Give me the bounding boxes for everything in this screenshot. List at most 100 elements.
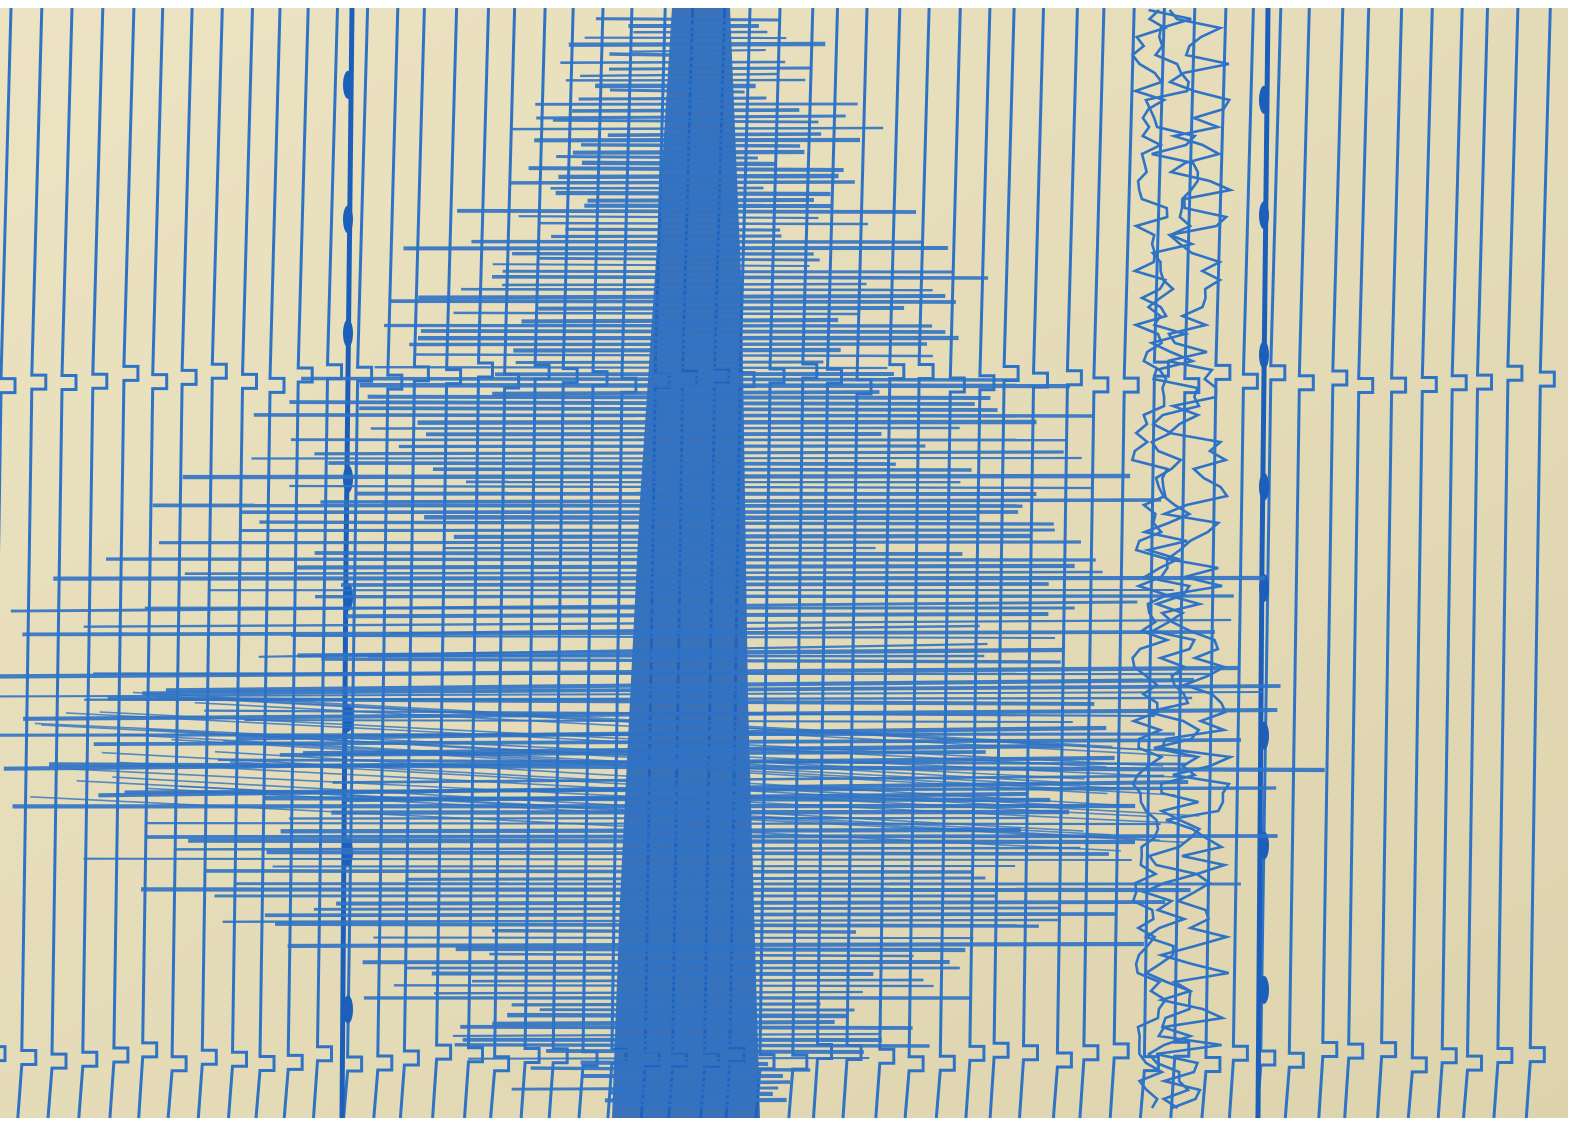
signal-stroke	[206, 869, 974, 874]
signal-stroke	[405, 876, 986, 881]
trace-line	[166, 7, 198, 1119]
signal-stroke	[23, 707, 1278, 721]
signal-stroke	[568, 41, 826, 47]
marker-dot	[1259, 573, 1269, 602]
signal-stroke	[420, 329, 946, 334]
trace-line	[1376, 7, 1408, 1119]
signal-stroke	[359, 382, 1071, 389]
signal-stroke	[607, 132, 822, 137]
signal-stroke	[511, 1086, 779, 1091]
trace-line	[964, 7, 996, 1119]
signal-stroke	[609, 88, 745, 94]
trace-line	[196, 7, 228, 1119]
signal-stroke	[173, 846, 1081, 851]
trace-line	[1051, 7, 1083, 1119]
signal-sweep	[114, 733, 1117, 789]
signal-stroke	[609, 52, 729, 58]
signal-stroke	[537, 221, 869, 226]
signal-stroke	[152, 503, 1023, 508]
signal-stroke	[455, 946, 966, 953]
signal-stroke	[297, 647, 1063, 658]
signal-sweep	[101, 751, 1086, 808]
signal-stroke	[370, 426, 960, 430]
trace-line	[1406, 7, 1438, 1119]
signal-stroke	[417, 419, 1037, 425]
signal-stroke	[415, 353, 933, 358]
trace-line	[108, 7, 140, 1119]
signal-sweep	[223, 740, 1176, 796]
trace-line	[46, 7, 78, 1119]
signal-stroke	[165, 677, 1195, 693]
signal-stroke	[279, 750, 986, 757]
signal-stroke	[515, 360, 824, 365]
trace-line	[1524, 7, 1556, 1119]
trace-line	[1492, 7, 1524, 1119]
signal-stroke	[146, 821, 1161, 826]
signal-stroke	[251, 456, 1082, 460]
marker-dot	[343, 319, 353, 348]
signal-stroke	[572, 149, 805, 155]
signal-sweep	[179, 785, 1161, 841]
signal-stroke	[184, 570, 1103, 575]
signal-stroke	[631, 48, 766, 53]
signal-stroke	[453, 533, 1033, 540]
trace-line	[1283, 7, 1315, 1119]
signal-stroke	[340, 582, 1049, 587]
signal-stroke	[511, 1002, 821, 1007]
trace-line	[1462, 7, 1493, 1119]
signal-stroke	[510, 180, 855, 185]
signal-stroke	[158, 540, 1082, 545]
signal-stroke	[452, 1032, 879, 1037]
signal-stroke	[328, 461, 896, 466]
signal-stroke	[537, 256, 820, 262]
earthquake-signal	[0, 8, 1325, 1118]
signal-stroke	[222, 918, 1058, 923]
trace-line	[1227, 7, 1259, 1119]
signal-sweep	[229, 761, 1200, 817]
signal-stroke	[616, 1103, 753, 1108]
marker-dot	[343, 70, 353, 99]
signal-stroke	[492, 1019, 835, 1026]
signal-sweep	[194, 701, 1195, 758]
signal-stroke	[336, 900, 1166, 906]
signal-stroke	[289, 484, 1093, 490]
signal-sweep	[70, 768, 1177, 824]
signal-stroke	[546, 1048, 864, 1054]
signal-sweep	[147, 787, 1187, 844]
marker-dot	[1259, 472, 1269, 501]
signal-stroke	[536, 114, 846, 120]
signal-sweep	[119, 761, 1150, 818]
trace-line	[1255, 7, 1287, 1119]
signal-stroke	[457, 208, 917, 214]
signal-sweep	[65, 712, 1107, 768]
signal-stroke	[453, 311, 860, 316]
signal-stroke	[301, 376, 1020, 382]
signal-stroke	[565, 227, 781, 232]
signal-stroke	[511, 126, 884, 131]
signal-stroke	[10, 600, 1138, 613]
signal-stroke	[368, 654, 985, 658]
signal-stroke	[266, 850, 1109, 856]
noisy-trace-band	[1129, 8, 1236, 1110]
signal-stroke	[424, 515, 977, 521]
signal-stroke	[314, 450, 1064, 456]
signal-sweep	[171, 738, 1108, 795]
signal-stroke	[0, 732, 1175, 737]
signal-stroke	[253, 413, 1094, 418]
signal-stroke	[289, 400, 975, 406]
signal-stroke	[595, 17, 781, 22]
trace-line	[254, 7, 286, 1119]
signal-stroke	[53, 575, 1266, 581]
signal-stroke	[572, 108, 800, 113]
signal-stroke	[468, 1056, 870, 1060]
noisy-trace	[1155, 9, 1236, 1110]
signal-stroke	[610, 1090, 773, 1097]
signal-sweep	[210, 697, 1196, 754]
signal-stroke	[551, 234, 782, 239]
noisy-trace	[1140, 8, 1202, 1110]
signal-stroke	[418, 293, 946, 300]
signal-stroke	[0, 665, 1239, 679]
signal-stroke	[614, 1080, 791, 1086]
trace-line	[1169, 7, 1201, 1119]
